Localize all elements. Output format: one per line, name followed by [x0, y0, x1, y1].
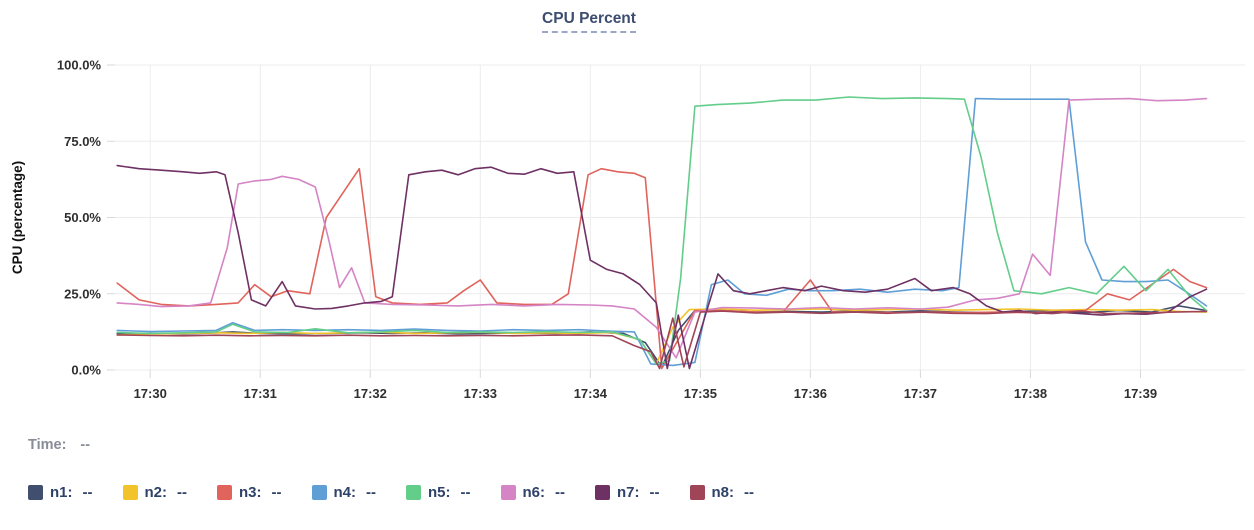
series-line-n7[interactable]: [116, 164, 1208, 370]
x-tick-label: 17:33: [464, 386, 497, 401]
legend-swatch-n4: [311, 485, 327, 500]
legend-item-n2[interactable]: n2: --: [122, 484, 187, 501]
cpu-chart-canvas[interactable]: 17:30 17:31 17:32 17:33 17:34 17:35 17:36 17:37…: [0, 0, 1254, 425]
legend-item-n8[interactable]: n8: --: [689, 484, 754, 501]
y-tick-label: 100.0%: [57, 58, 102, 73]
time-readout: Time: --: [28, 437, 90, 453]
legend-label-n2: n2:: [144, 484, 168, 501]
y-tick-label: 75.0%: [64, 134, 101, 149]
series-line-n5[interactable]: [116, 96, 1208, 365]
legend-value-n8: --: [744, 484, 754, 501]
x-tick-label: 17:39: [1124, 386, 1157, 401]
legend-swatch-n2: [122, 485, 138, 500]
legend-swatch-n7: [595, 485, 610, 500]
legend-label-n8: n8:: [711, 484, 735, 501]
legend-item-n5[interactable]: n5: --: [406, 484, 471, 501]
legend-value-n6: --: [555, 484, 565, 501]
x-tick-label: 17:37: [904, 386, 937, 401]
x-tick-label: 17:38: [1014, 386, 1047, 401]
legend-value-n5: --: [460, 484, 471, 501]
x-tick-label: 17:35: [684, 386, 717, 401]
legend-label-n5: n5:: [428, 484, 451, 501]
x-axis-labels: 17:30 17:31 17:32 17:33 17:34 17:35 17:36 17:37…: [134, 386, 1158, 401]
series-lines: [116, 96, 1208, 370]
legend-value-n3: --: [271, 484, 282, 501]
legend-label-n7: n7:: [617, 484, 640, 501]
legend-item-n7[interactable]: n7: --: [595, 484, 660, 501]
y-tick-label: 50.0%: [64, 210, 101, 225]
legend-label-n4: n4:: [333, 484, 357, 501]
x-tick-label: 17:36: [794, 386, 827, 401]
series-line-n4[interactable]: [116, 97, 1208, 367]
time-label: Time:: [28, 437, 67, 453]
legend-value-n1: --: [82, 484, 93, 501]
chart-title[interactable]: CPU Percent: [542, 10, 636, 33]
y-axis-title: CPU (percentage): [10, 161, 25, 274]
x-tick-label: 17:31: [244, 386, 277, 401]
legend-value-n4: --: [366, 484, 376, 501]
legend-value-n7: --: [649, 484, 660, 501]
legend-swatch-n5: [406, 485, 421, 500]
legend-swatch-n8: [689, 485, 705, 500]
legend-swatch-n3: [217, 485, 232, 500]
legend-item-n4[interactable]: n4: --: [311, 484, 376, 501]
legend-item-n3[interactable]: n3: --: [217, 484, 282, 501]
y-tick-label: 25.0%: [64, 286, 101, 301]
series-line-n6[interactable]: [116, 97, 1208, 359]
grid: [115, 64, 1245, 371]
series-line-n8[interactable]: [116, 310, 1208, 370]
legend-swatch-n1: [28, 485, 43, 500]
series-line-n2[interactable]: [116, 308, 1208, 365]
time-value: --: [80, 437, 91, 453]
x-tick-label: 17:34: [574, 386, 608, 401]
legend-item-n6[interactable]: n6: --: [500, 484, 565, 501]
legend-label-n1: n1:: [50, 484, 73, 501]
x-tick-label: 17:32: [354, 386, 387, 401]
legend-label-n6: n6:: [522, 484, 546, 501]
axis-ticks: [107, 64, 1141, 378]
legend-item-n1[interactable]: n1: --: [28, 484, 93, 501]
legend-label-n3: n3:: [239, 484, 262, 501]
y-tick-label: 0.0%: [71, 363, 101, 378]
x-tick-label: 17:30: [134, 386, 167, 401]
legend-value-n2: --: [177, 484, 187, 501]
legend-swatch-n6: [500, 485, 516, 500]
y-axis-labels: 0.0% 25.0% 50.0% 75.0% 100.0%: [57, 58, 102, 378]
chart-legend: n1: -- n2: -- n3: -- n4: -- n5: -- n6: -- n7: -- n8: --: [28, 484, 784, 501]
